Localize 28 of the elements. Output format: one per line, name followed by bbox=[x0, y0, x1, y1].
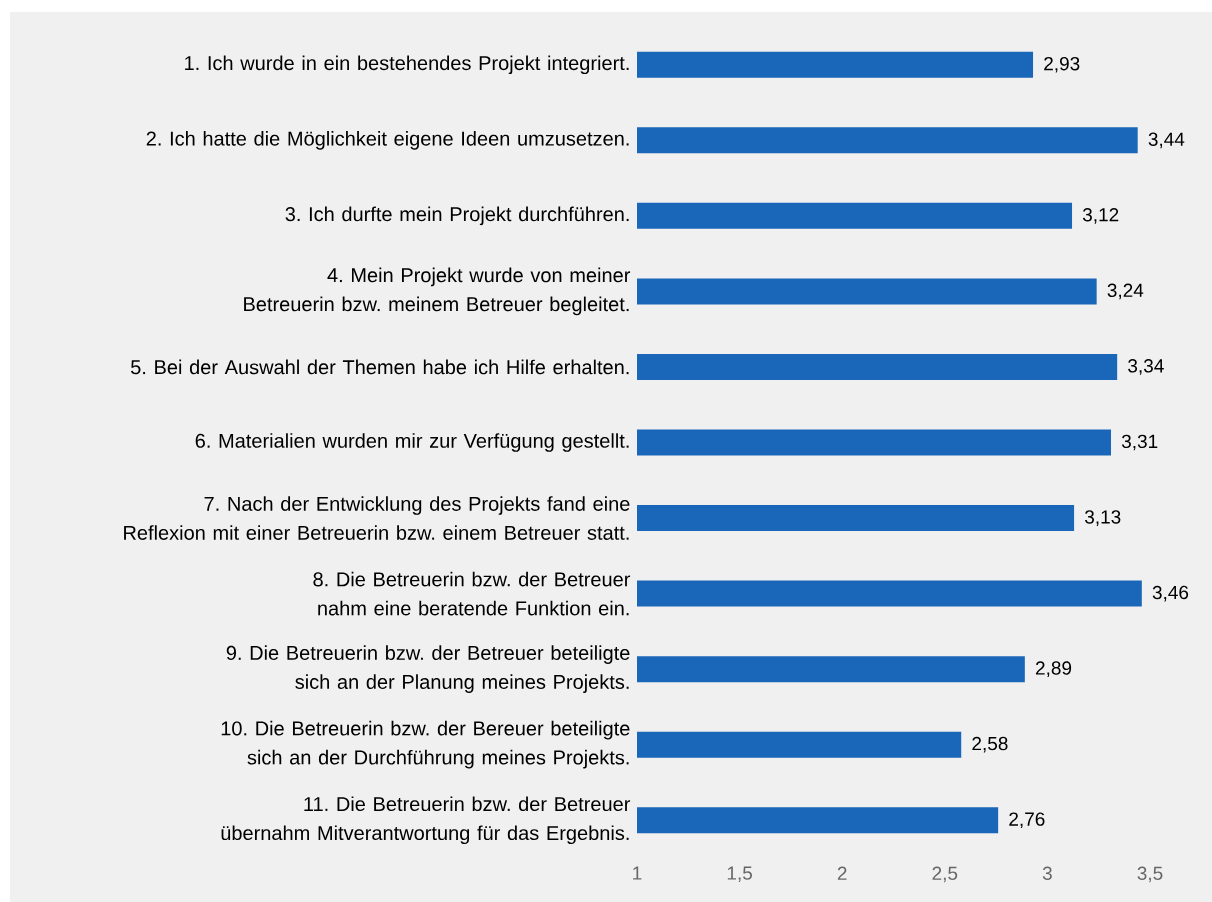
data-label: 3,31 bbox=[1121, 434, 1158, 451]
x-tick-label: 2,5 bbox=[932, 866, 958, 883]
y-tick-label: 4. Mein Projekt wurde von meiner Betreuerin bzw. meinem Betreuer begleitet. bbox=[244, 267, 631, 316]
data-label: 3,44 bbox=[1148, 132, 1185, 149]
y-tick-label: 2. Ich hatte die Möglichkeit eigene Ideen umzusetzen. bbox=[146, 131, 629, 150]
x-tick-label: 3,5 bbox=[1137, 866, 1163, 883]
data-label: 2,93 bbox=[1044, 56, 1080, 73]
data-label: 3,46 bbox=[1152, 585, 1189, 602]
x-tick-label: 3 bbox=[1042, 866, 1052, 880]
data-label: 2,58 bbox=[972, 736, 1008, 753]
data-label: 2,89 bbox=[1035, 661, 1072, 677]
y-tick-label: 11. Die Betreuerin bzw. der Betreuer übernahm Mitverantwortung für das Ergebnis. bbox=[221, 796, 631, 845]
data-label: 3,12 bbox=[1082, 208, 1119, 224]
y-tick-label: 5. Bei der Auswahl der Themen habe ich Hilfe erhalten. bbox=[131, 359, 629, 375]
data-label: 3,34 bbox=[1128, 359, 1164, 375]
y-tick-label: 9. Die Betreuerin bzw. der Betreuer beteiligte sich an der Planung meines Projekts. bbox=[226, 645, 630, 693]
y-tick-label: 6. Materialien wurden mir zur Verfügung gestellt. bbox=[195, 433, 629, 452]
x-tick-label: 1 bbox=[633, 866, 642, 880]
y-tick-label: 3. Ich durfte mein Projekt durchführen. bbox=[285, 206, 629, 226]
y-tick-label: 7. Nach der Entwicklung des Projekts fand eine Reflexion mit einer Betreuerin bzw. einem Betreuer statt. bbox=[124, 496, 630, 540]
data-label: 3,13 bbox=[1085, 510, 1121, 526]
x-tick-label: 2 bbox=[837, 866, 847, 880]
y-tick-label: 8. Die Betreuerin bzw. der Betreuer nahm eine beratende Funktion ein. bbox=[313, 571, 631, 616]
data-label: 2,76 bbox=[1009, 812, 1045, 829]
data-label: 3,24 bbox=[1107, 283, 1144, 300]
y-tick-label: 1. Ich wurde in ein bestehendes Projekt integriert. bbox=[185, 55, 629, 75]
y-tick-label: 10. Die Betreuerin bzw. der Bereuer beteiligte sich an der Durchführung meines Projekts. bbox=[221, 720, 630, 769]
x-tick-label: 1,5 bbox=[727, 866, 753, 883]
